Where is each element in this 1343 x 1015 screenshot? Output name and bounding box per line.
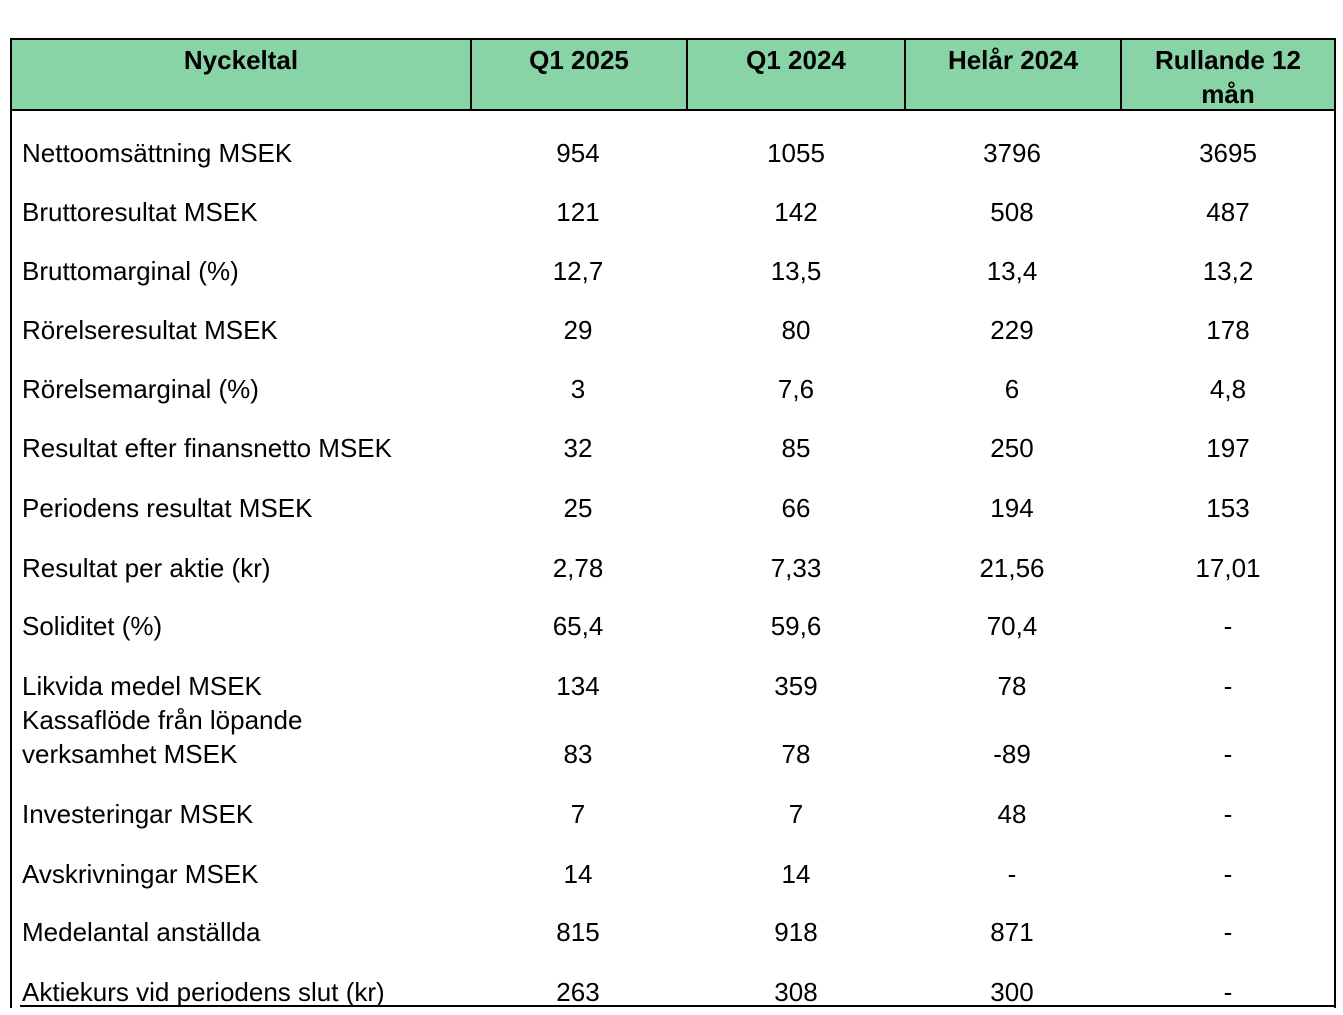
row-value: 6 <box>1004 374 1020 404</box>
row-label: Avskrivningar MSEK <box>22 859 259 889</box>
row-value: 3796 <box>983 138 1041 168</box>
row-value: 508 <box>990 197 1034 227</box>
row-value: 78 <box>781 739 811 769</box>
row-value: 21,56 <box>979 553 1045 583</box>
row-value: 80 <box>781 315 811 345</box>
row-value: 142 <box>774 197 818 227</box>
row-label: Kassaflöde från löpande verksamhet MSEK <box>22 705 303 769</box>
row-value: 871 <box>990 917 1034 947</box>
row-value: 7 <box>570 799 586 829</box>
row-label: Rörelsemarginal (%) <box>22 374 259 404</box>
header-q1-2025: Q1 2025 <box>472 40 688 109</box>
row-value: 48 <box>997 799 1027 829</box>
row-value: 121 <box>556 197 600 227</box>
row-value: 13,4 <box>986 256 1038 286</box>
row-label: Resultat efter finansnetto MSEK <box>22 433 392 463</box>
row-value: 300 <box>990 977 1034 1007</box>
row-label: Periodens resultat MSEK <box>22 493 313 523</box>
header-nyckeltal: Nyckeltal <box>12 40 472 109</box>
row-value: - <box>1223 859 1233 889</box>
row-value: 12,7 <box>552 256 604 286</box>
row-label: Bruttoresultat MSEK <box>22 197 258 227</box>
row-value: 65,4 <box>552 611 604 641</box>
header-rullande-12-man: Rullande 12 mån <box>1155 45 1301 109</box>
row-value: 14 <box>781 859 811 889</box>
table-header-row: Nyckeltal Q1 2025 Q1 2024 Helår 2024 Rul… <box>12 40 1334 111</box>
row-value: - <box>1223 917 1233 947</box>
row-value: - <box>1223 671 1233 701</box>
row-label: Rörelseresultat MSEK <box>22 315 278 345</box>
row-value: 13,5 <box>770 256 822 286</box>
row-value: 7 <box>788 799 804 829</box>
key-figures-table: Nyckeltal Q1 2025 Q1 2024 Helår 2024 Rul… <box>10 38 1336 1008</box>
row-value: 250 <box>990 433 1034 463</box>
row-value: 14 <box>563 859 593 889</box>
row-value: -89 <box>993 739 1031 769</box>
row-value: 308 <box>774 977 818 1007</box>
row-value: 359 <box>774 671 818 701</box>
table-bottom-border <box>20 1005 1336 1007</box>
row-label: Resultat per aktie (kr) <box>22 553 271 583</box>
row-value: 815 <box>556 917 600 947</box>
row-value: 178 <box>1206 315 1250 345</box>
row-label: Investeringar MSEK <box>22 799 254 829</box>
row-value: 70,4 <box>986 611 1038 641</box>
row-value: 229 <box>990 315 1034 345</box>
row-value: 25 <box>563 493 593 523</box>
row-label: Bruttomarginal (%) <box>22 256 239 286</box>
row-value: 13,2 <box>1202 256 1254 286</box>
row-value: 29 <box>563 315 593 345</box>
row-value: 59,6 <box>770 611 822 641</box>
row-value: 153 <box>1206 493 1250 523</box>
row-value: - <box>1223 977 1233 1007</box>
row-value: 32 <box>563 433 593 463</box>
row-value: 487 <box>1206 197 1250 227</box>
row-value: 263 <box>556 977 600 1007</box>
row-value: 4,8 <box>1209 374 1247 404</box>
row-value: 194 <box>990 493 1034 523</box>
row-label: Soliditet (%) <box>22 611 163 641</box>
row-value: 85 <box>781 433 811 463</box>
row-value: 66 <box>781 493 811 523</box>
row-value: 3695 <box>1199 138 1257 168</box>
row-value: - <box>1223 799 1233 829</box>
row-value: - <box>1223 739 1233 769</box>
row-value: 17,01 <box>1195 553 1261 583</box>
row-label: Medelantal anställda <box>22 917 261 947</box>
row-value: - <box>1007 859 1017 889</box>
row-value: 954 <box>556 138 600 168</box>
header-helar-2024: Helår 2024 <box>906 40 1122 109</box>
row-value: 83 <box>563 739 593 769</box>
row-value: - <box>1223 611 1233 641</box>
row-value: 2,78 <box>552 553 604 583</box>
row-value: 7,6 <box>777 374 815 404</box>
row-label: Likvida medel MSEK <box>22 671 262 701</box>
row-label: Aktiekurs vid periodens slut (kr) <box>22 977 385 1007</box>
row-label: Nettoomsättning MSEK <box>22 138 293 168</box>
row-value: 197 <box>1206 433 1250 463</box>
row-value: 918 <box>774 917 818 947</box>
row-value: 78 <box>997 671 1027 701</box>
row-value: 134 <box>556 671 600 701</box>
row-value: 1055 <box>767 138 825 168</box>
row-value: 7,33 <box>770 553 822 583</box>
row-value: 3 <box>570 374 586 404</box>
header-q1-2024: Q1 2024 <box>688 40 906 109</box>
